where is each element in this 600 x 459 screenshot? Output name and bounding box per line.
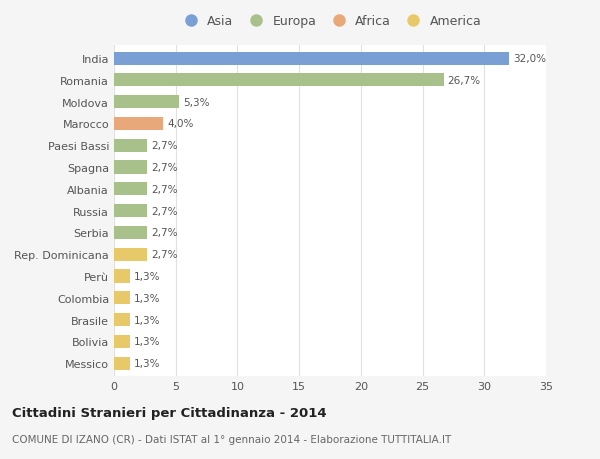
Text: Cittadini Stranieri per Cittadinanza - 2014: Cittadini Stranieri per Cittadinanza - 2… [12, 406, 326, 419]
Bar [114, 270, 130, 283]
Bar [114, 313, 130, 326]
Text: 4,0%: 4,0% [167, 119, 193, 129]
Text: 1,3%: 1,3% [134, 293, 160, 303]
Bar [114, 140, 148, 152]
Bar [114, 161, 148, 174]
Bar [114, 291, 130, 305]
Text: 1,3%: 1,3% [134, 336, 160, 347]
Text: 1,3%: 1,3% [134, 358, 160, 368]
Text: 2,7%: 2,7% [151, 206, 178, 216]
Text: 2,7%: 2,7% [151, 141, 178, 151]
Legend: Asia, Europa, Africa, America: Asia, Europa, Africa, America [176, 12, 484, 30]
Text: 2,7%: 2,7% [151, 162, 178, 173]
Bar [114, 335, 130, 348]
Text: 1,3%: 1,3% [134, 271, 160, 281]
Bar [114, 96, 179, 109]
Bar [114, 248, 148, 261]
Text: 2,7%: 2,7% [151, 228, 178, 238]
Text: COMUNE DI IZANO (CR) - Dati ISTAT al 1° gennaio 2014 - Elaborazione TUTTITALIA.I: COMUNE DI IZANO (CR) - Dati ISTAT al 1° … [12, 434, 451, 444]
Bar [114, 226, 148, 240]
Text: 2,7%: 2,7% [151, 250, 178, 260]
Text: 26,7%: 26,7% [447, 76, 481, 86]
Bar [114, 205, 148, 218]
Text: 2,7%: 2,7% [151, 185, 178, 195]
Bar [114, 118, 163, 131]
Bar [114, 52, 509, 66]
Bar [114, 183, 148, 196]
Text: 32,0%: 32,0% [512, 54, 545, 64]
Bar [114, 74, 443, 87]
Text: 5,3%: 5,3% [183, 97, 209, 107]
Text: 1,3%: 1,3% [134, 315, 160, 325]
Bar [114, 357, 130, 370]
